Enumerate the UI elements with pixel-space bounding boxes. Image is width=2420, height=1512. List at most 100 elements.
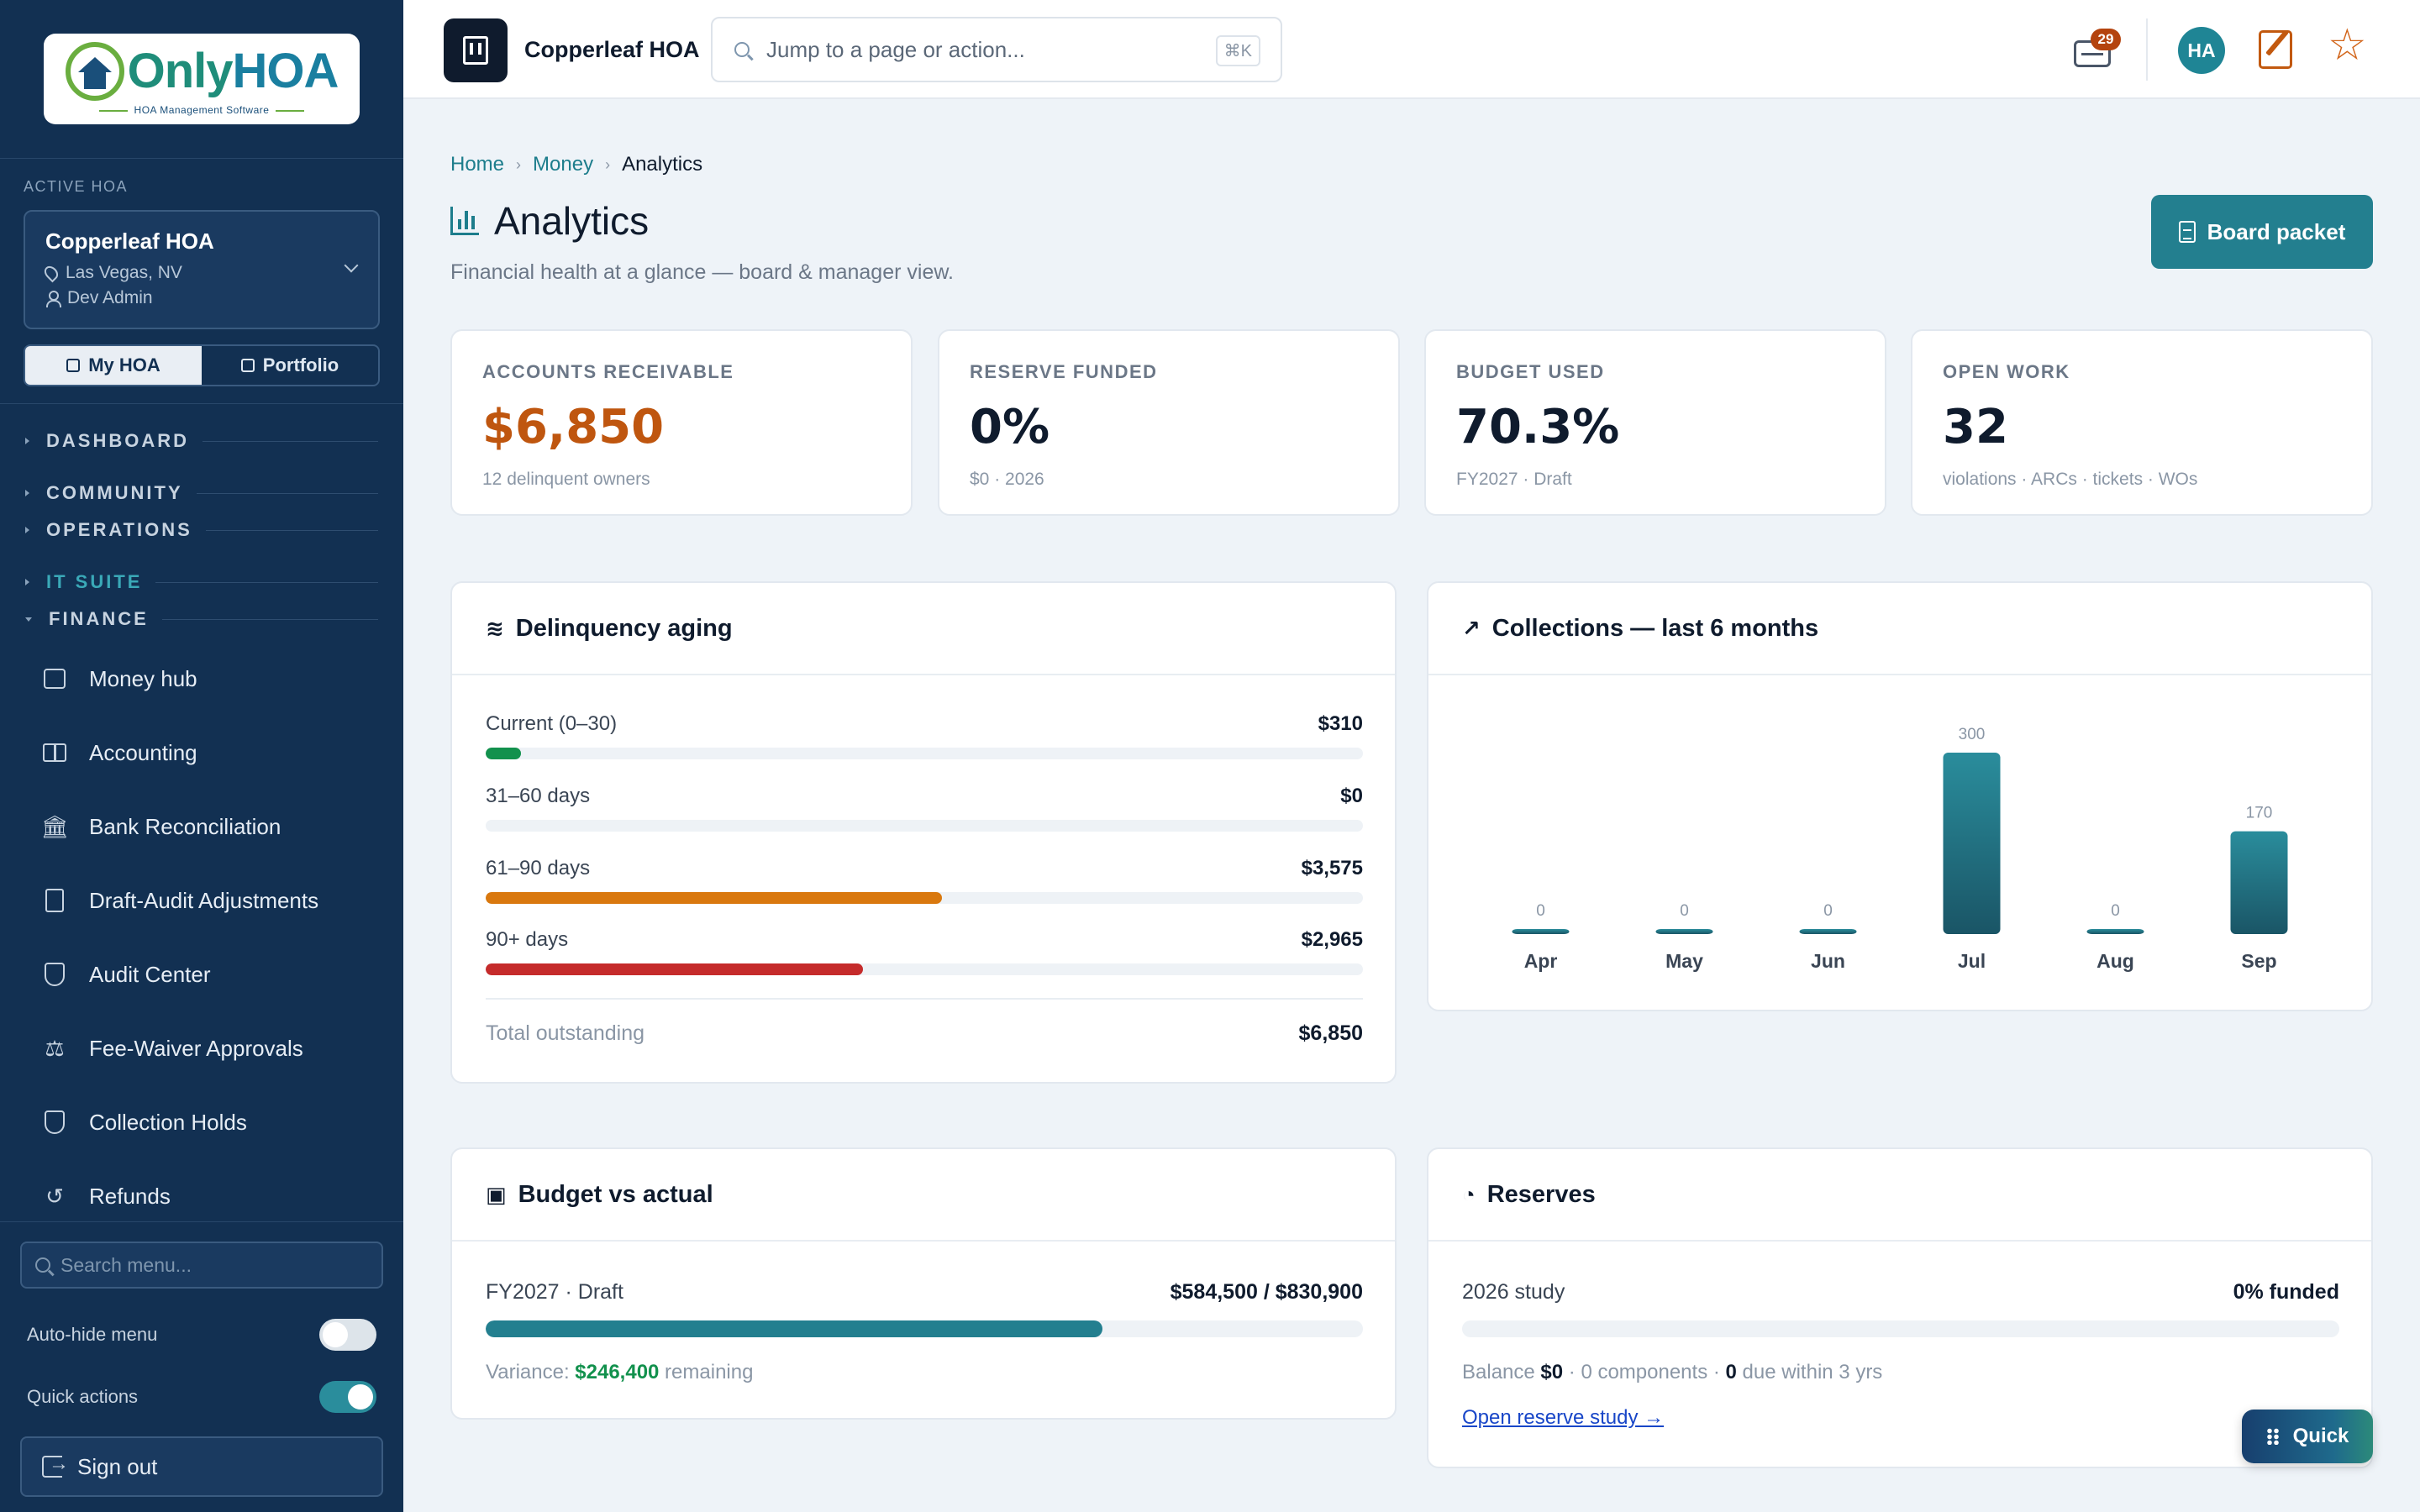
variance-suffix: remaining bbox=[659, 1361, 754, 1383]
top-bar: Copperleaf HOA ⌘K 29 HA ☆ bbox=[403, 0, 2420, 99]
notepad-edit-icon[interactable] bbox=[2259, 30, 2292, 69]
layers-icon: ≋ bbox=[486, 615, 504, 641]
onlyhoa-logo[interactable]: Only HOA HOA Management Software bbox=[44, 34, 360, 124]
balance-value: $0 bbox=[1540, 1361, 1564, 1383]
kpi-sub: violations · ARCs · tickets · WOs bbox=[1943, 470, 2198, 489]
avatar[interactable]: HA bbox=[2178, 27, 2225, 74]
sidebar-item-label: Audit Center bbox=[89, 961, 211, 987]
my-hoa-label: My HOA bbox=[88, 354, 160, 375]
bar-apr[interactable] bbox=[1512, 929, 1570, 934]
command-search-input[interactable] bbox=[766, 36, 1203, 63]
reserves-study-label: 2026 study bbox=[1462, 1280, 1565, 1304]
autohide-toggle[interactable] bbox=[319, 1319, 376, 1351]
collections-card: ↗ Collections — last 6 months 0 Apr 0 May 0 J… bbox=[1427, 581, 2373, 1011]
hoa-user-text: Dev Admin bbox=[67, 288, 153, 307]
aging-row: 31–60 days $0 bbox=[486, 785, 1363, 832]
variance-prefix: Variance: bbox=[486, 1361, 576, 1383]
sidebar-divider bbox=[0, 158, 403, 159]
aging-row: Current (0–30) $310 bbox=[486, 712, 1363, 759]
sidebar-item-label: Money hub bbox=[89, 665, 197, 691]
kpi-sub: $0 · 2026 bbox=[970, 470, 1044, 489]
search-icon bbox=[734, 42, 750, 57]
aging-amount: $0 bbox=[1340, 785, 1363, 807]
aging-amount: $2,965 bbox=[1301, 928, 1363, 951]
sidebar-divider bbox=[0, 1221, 403, 1222]
autohide-label: Auto-hide menu bbox=[27, 1324, 158, 1345]
kpi-label: RESERVE FUNDED bbox=[970, 361, 1158, 382]
aging-row: 61–90 days $3,575 bbox=[486, 857, 1363, 904]
sign-out-button[interactable]: Sign out bbox=[20, 1436, 383, 1497]
kpi-reserve-funded[interactable]: RESERVE FUNDED 0% $0 · 2026 bbox=[938, 329, 1400, 516]
page-subtitle: Financial health at a glance — board & m… bbox=[450, 260, 954, 284]
bar-jul[interactable] bbox=[1943, 753, 2001, 934]
card-title: Budget vs actual bbox=[518, 1180, 713, 1208]
my-hoa-tab[interactable]: My HOA bbox=[25, 346, 202, 385]
nav-section-it-suite[interactable]: IT SUITE bbox=[25, 571, 378, 593]
bar-aug[interactable] bbox=[2086, 929, 2144, 934]
quick-actions-button[interactable]: Quick bbox=[2242, 1410, 2373, 1463]
hoa-switcher[interactable]: Copperleaf HOA Las Vegas, NV Dev Admin bbox=[24, 210, 380, 329]
sidebar-item-accounting[interactable]: Accounting bbox=[42, 736, 197, 769]
nav-section-finance[interactable]: FINANCE bbox=[25, 608, 378, 630]
bar-may[interactable] bbox=[1655, 929, 1713, 934]
collections-bar-chart: 0 Apr 0 May 0 Jun 300 Jul 0 Aug 170 Sep bbox=[1512, 726, 2288, 972]
sidebar-item-refunds[interactable]: ↺ Refunds bbox=[42, 1179, 171, 1213]
sidebar-item-bank-reconciliation[interactable]: 🏛 Bank Reconciliation bbox=[41, 810, 281, 843]
bar-jun[interactable] bbox=[1799, 929, 1857, 934]
board-packet-button[interactable]: Board packet bbox=[2151, 195, 2373, 269]
wallet-icon bbox=[42, 666, 67, 691]
log-out-icon bbox=[42, 1452, 69, 1478]
total-label: Total outstanding bbox=[486, 1021, 645, 1045]
sidebar-item-audit-center[interactable]: Audit Center bbox=[42, 958, 211, 991]
sidebar-item-draft-audit-adjustments[interactable]: Draft-Audit Adjustments bbox=[42, 884, 318, 917]
page-title: Analytics bbox=[450, 198, 649, 244]
sidebar-item-fee-waiver-approvals[interactable]: ⚖ Fee-Waiver Approvals bbox=[42, 1032, 302, 1065]
aging-track bbox=[486, 892, 1363, 904]
menu-search-input[interactable] bbox=[60, 1253, 363, 1277]
inbox-button[interactable]: 29 bbox=[2074, 29, 2121, 67]
bar-value-label: 0 bbox=[1680, 902, 1689, 920]
breadcrumb-home[interactable]: Home bbox=[450, 153, 505, 176]
kpi-label: BUDGET USED bbox=[1456, 361, 1605, 382]
nav-section-operations[interactable]: OPERATIONS bbox=[25, 519, 378, 541]
portfolio-tab[interactable]: Portfolio bbox=[202, 346, 378, 385]
bar-value-label: 300 bbox=[1959, 726, 1986, 743]
open-reserve-study-link[interactable]: Open reserve study → bbox=[1462, 1406, 1665, 1429]
gavel-icon: ⚖ bbox=[45, 1035, 65, 1061]
delinquency-aging-card: ≋ Delinquency aging Current (0–30) $310 3… bbox=[450, 581, 1397, 1084]
components-text: · 0 components · bbox=[1563, 1361, 1726, 1383]
caret-right-icon bbox=[25, 438, 29, 444]
card-title: Delinquency aging bbox=[515, 614, 733, 642]
star-icon[interactable]: ☆ bbox=[2328, 21, 2367, 70]
sidebar-item-label: Collection Holds bbox=[89, 1109, 247, 1135]
logo-text-only: Only bbox=[127, 44, 234, 98]
kpi-budget-used[interactable]: BUDGET USED 70.3% FY2027 · Draft bbox=[1424, 329, 1886, 516]
sidebar-item-collection-holds[interactable]: Collection Holds bbox=[42, 1105, 247, 1139]
kpi-open-work[interactable]: OPEN WORK 32 violations · ARCs · tickets… bbox=[1911, 329, 2373, 516]
breadcrumb-money[interactable]: Money bbox=[533, 153, 594, 176]
board-packet-label: Board packet bbox=[2207, 218, 2346, 244]
kpi-accounts-receivable[interactable]: ACCOUNTS RECEIVABLE $6,850 12 delinquent… bbox=[450, 329, 913, 516]
nav-section-community[interactable]: COMMUNITY bbox=[25, 482, 378, 504]
x-tick-label: Jun bbox=[1811, 950, 1845, 972]
quick-actions-row: Quick actions bbox=[27, 1381, 376, 1413]
bar-value-label: 170 bbox=[2246, 805, 2273, 822]
sidebar-item-money-hub[interactable]: Money hub bbox=[42, 662, 197, 696]
menu-search bbox=[20, 1242, 383, 1289]
hoa-location-text: Las Vegas, NV bbox=[66, 263, 182, 282]
bar-value-label: 0 bbox=[2111, 902, 2120, 920]
kpi-sub: 12 delinquent owners bbox=[482, 470, 650, 489]
aging-bar-fill bbox=[486, 963, 863, 975]
grip-icon bbox=[2265, 1428, 2280, 1445]
kpi-sub: FY2027 · Draft bbox=[1456, 470, 1572, 489]
nav-section-label: FINANCE bbox=[49, 608, 149, 629]
nav-section-dashboard[interactable]: DASHBOARD bbox=[25, 430, 378, 452]
file-edit-icon bbox=[42, 888, 67, 913]
card-header: ◔ Reserves bbox=[1428, 1149, 2371, 1242]
due-suffix: due within 3 yrs bbox=[1736, 1361, 1883, 1383]
quick-actions-toggle[interactable] bbox=[319, 1381, 376, 1413]
reserves-card: ◔ Reserves 2026 study 0% funded Balance … bbox=[1427, 1147, 2373, 1468]
wallet-icon: ▣ bbox=[486, 1181, 507, 1207]
bar-sep[interactable] bbox=[2230, 831, 2288, 934]
building-icon[interactable] bbox=[444, 18, 508, 82]
